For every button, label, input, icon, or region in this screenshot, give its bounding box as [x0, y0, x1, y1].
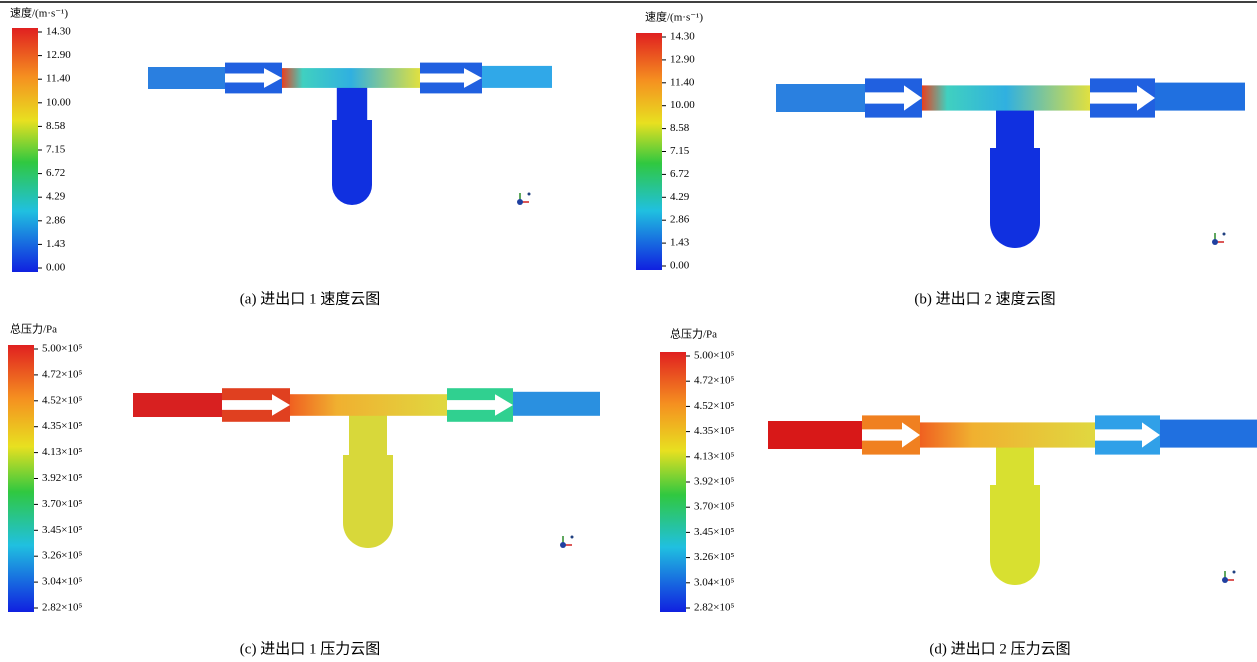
legend-label: 3.92×10⁵ [694, 476, 734, 488]
main-pipe [290, 394, 447, 416]
legend-label: 3.26×10⁵ [694, 551, 734, 563]
legend-label: 8.58 [46, 120, 66, 132]
legend-label: 4.29 [46, 191, 66, 203]
legend-label: 1.43 [46, 238, 66, 250]
outlet-pipe [482, 66, 552, 88]
legend-label: 4.72×10⁵ [694, 375, 734, 387]
outlet-pipe [1155, 83, 1245, 111]
legend-label: 4.52×10⁵ [694, 400, 734, 412]
legend-label: 3.92×10⁵ [42, 472, 82, 484]
legend-label: 3.04×10⁵ [42, 576, 82, 588]
legend-label: 2.86 [46, 214, 66, 226]
legend-label: 14.30 [46, 26, 71, 38]
legend-label: 3.26×10⁵ [42, 550, 82, 562]
figure: 速度/(m·s⁻¹) 14.30 12.90 11.40 10.00 8.58 7.15 6.… [0, 0, 1257, 662]
legend-label: 11.40 [46, 73, 71, 85]
caption: (c) 进出口 1 压力云图 [240, 640, 380, 657]
legend-label: 5.00×10⁵ [42, 343, 82, 355]
axis-icon [1222, 577, 1228, 583]
legend-label: 11.40 [670, 76, 695, 88]
legend-label: 3.45×10⁵ [694, 526, 734, 538]
legend-label: 10.00 [46, 96, 71, 108]
legend-label: 6.72 [670, 168, 689, 180]
legend-label: 0.00 [670, 260, 690, 272]
legend-label: 4.52×10⁵ [42, 394, 82, 406]
caption: (d) 进出口 2 压力云图 [929, 640, 1070, 657]
color-bar [660, 352, 686, 612]
legend-label: 4.13×10⁵ [694, 450, 734, 462]
axis-icon [1212, 239, 1218, 245]
legend-title: 速度/(m·s⁻¹) [10, 6, 68, 20]
panel: 总压力/Pa 5.00×10⁵ 4.72×10⁵ 4.52×10⁵ 4.35×10⁵ 4.… [8, 322, 600, 658]
panels: 速度/(m·s⁻¹) 14.30 12.90 11.40 10.00 8.58 7.15 6.… [8, 6, 1257, 658]
legend-label: 12.90 [46, 49, 71, 61]
legend-title: 总压力/Pa [10, 322, 57, 336]
panel: 总压力/Pa 5.00×10⁵ 4.72×10⁵ 4.52×10⁵ 4.35×10⁵ 4.… [660, 327, 1257, 658]
legend-label: 4.35×10⁵ [42, 420, 82, 432]
main-pipe [922, 85, 1090, 110]
axis-icon [517, 199, 523, 205]
legend-label: 12.90 [670, 53, 695, 65]
axis-icon [1233, 571, 1236, 574]
legend-label: 8.58 [670, 122, 690, 134]
legend-label: 1.43 [670, 237, 690, 249]
outlet-pipe [513, 392, 600, 416]
legend-label: 14.30 [670, 31, 695, 43]
legend-label: 5.00×10⁵ [694, 350, 734, 362]
legend-label: 7.15 [670, 145, 690, 157]
main-pipe [282, 68, 420, 88]
legend-label: 2.86 [670, 214, 690, 226]
outlet-pipe [1160, 420, 1257, 448]
legend-label: 10.00 [670, 99, 695, 111]
panel: 速度/(m·s⁻¹) 14.30 12.90 11.40 10.00 8.58 7.15 6.… [636, 10, 1245, 308]
legend-label: 4.13×10⁵ [42, 446, 82, 458]
legend-label: 4.72×10⁵ [42, 368, 82, 380]
panel: 速度/(m·s⁻¹) 14.30 12.90 11.40 10.00 8.58 7.15 6.… [10, 6, 552, 308]
inlet-pipe [768, 421, 862, 449]
legend-title: 速度/(m·s⁻¹) [645, 10, 703, 24]
bulb [990, 148, 1040, 248]
inlet-pipe [148, 67, 225, 89]
legend-label: 3.45×10⁵ [42, 524, 82, 536]
color-bar [12, 28, 38, 272]
color-bar [636, 33, 662, 270]
legend-label: 4.35×10⁵ [694, 425, 734, 437]
main-pipe [920, 422, 1095, 447]
inlet-pipe [776, 84, 865, 112]
axis-icon [571, 536, 574, 539]
legend-label: 3.70×10⁵ [694, 501, 734, 513]
axis-icon [528, 193, 531, 196]
legend-label: 2.82×10⁵ [42, 602, 82, 614]
legend-label: 3.70×10⁵ [42, 498, 82, 510]
legend-label: 3.04×10⁵ [694, 576, 734, 588]
caption: (b) 进出口 2 速度云图 [914, 290, 1055, 307]
legend-title: 总压力/Pa [670, 327, 717, 341]
legend-label: 4.29 [670, 191, 690, 203]
inlet-pipe [133, 393, 222, 417]
caption: (a) 进出口 1 速度云图 [240, 290, 380, 307]
bulb [343, 455, 393, 548]
axis-icon [560, 542, 566, 548]
legend-label: 0.00 [46, 262, 66, 274]
axis-icon [1223, 233, 1226, 236]
color-bar [8, 345, 34, 612]
legend-label: 7.15 [46, 144, 66, 156]
bulb [332, 120, 372, 205]
bulb [990, 485, 1040, 585]
legend-label: 6.72 [46, 167, 65, 179]
legend-label: 2.82×10⁵ [694, 602, 734, 614]
